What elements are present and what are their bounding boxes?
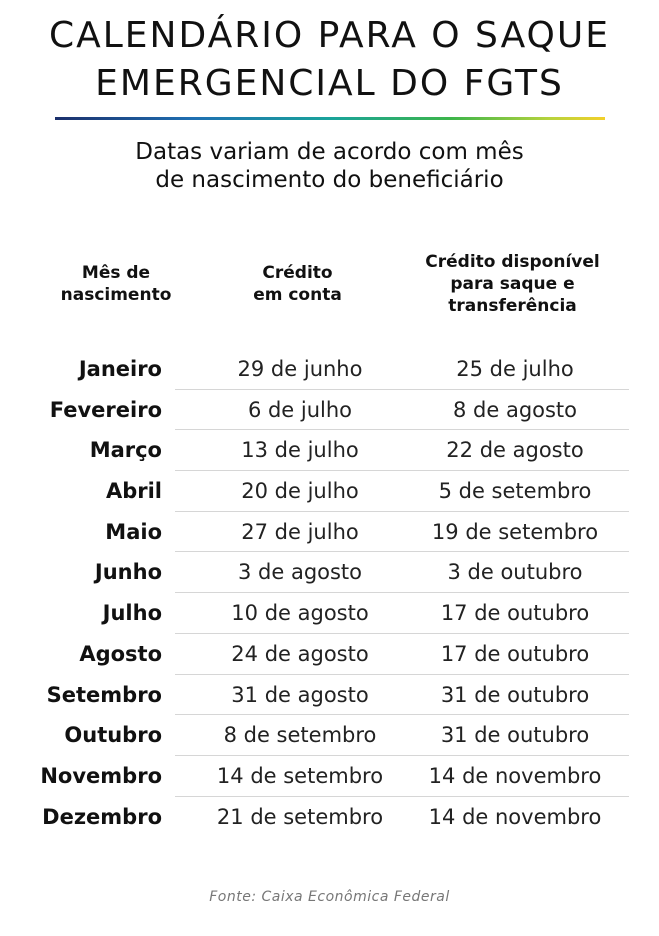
table-row: Fevereiro 6 de julho 8 de agosto [0,390,659,431]
available-date-cell: 25 de julho [456,357,574,381]
table-row: Abril 20 de julho 5 de setembro [0,471,659,512]
row-divider [175,592,629,594]
column-header-month: Mês de nascimento [30,262,202,306]
row-divider [175,551,629,553]
available-date-cell: 14 de novembro [428,804,602,829]
table-row: Outubro 8 de setembro 31 de outubro [0,715,659,756]
available-date-cell: 8 de agosto [452,397,578,422]
month-cell: Janeiro [78,357,162,381]
credit-date-cell: 31 de agosto [231,682,369,707]
month-cell: Setembro [46,682,162,707]
available-date-cell: 31 de outubro [440,723,590,748]
column-header-available: Crédito disponível para saque e transfer… [400,251,625,317]
credit-date-cell: 13 de julho [241,438,359,463]
row-divider [175,510,629,512]
table-row: Julho 10 de agosto 17 de outubro [0,593,659,634]
credit-date-cell: 14 de setembro [216,763,384,788]
month-cell: Abril [105,479,162,504]
table-row: Dezembro 21 de setembro 14 de novembro [0,797,659,838]
source-credit: Fonte: Caixa Econômica Federal [209,889,450,905]
row-divider [175,388,629,390]
column-header-available-line: para saque e [450,274,575,294]
available-date-cell: 5 de setembro [438,479,592,504]
table-row: Março 13 de julho 22 de agosto [0,430,659,472]
credit-date-cell: 3 de agosto [237,560,363,585]
available-date-cell: 17 de outubro [440,641,590,666]
month-cell: Maio [105,519,162,544]
subtitle-line-2: de nascimento do beneficiário [155,167,504,193]
credit-date-cell: 29 de junho [237,357,363,381]
credit-date-cell: 20 de julho [241,479,359,504]
month-cell: Dezembro [42,804,162,829]
row-divider [175,795,629,797]
row-divider [175,429,629,431]
row-divider [175,754,629,756]
page-title-line-1: CALENDÁRIO PARA O SAQUE [48,15,610,56]
table-row: Novembro 14 de setembro 14 de novembro [0,756,659,797]
month-cell: Março [89,438,162,463]
available-date-cell: 3 de outubro [447,560,583,585]
month-cell: Novembro [40,763,162,788]
credit-date-cell: 24 de agosto [231,641,369,666]
table-row: Agosto 24 de agosto 17 de outubro [0,634,659,675]
credit-date-cell: 21 de setembro [216,804,384,829]
row-divider [175,714,629,716]
calendar-table: Janeiro 29 de junho 25 de julho Fevereir… [0,349,659,837]
month-cell: Fevereiro [49,397,162,422]
month-cell: Julho [102,601,162,626]
row-divider [175,470,629,472]
credit-date-cell: 27 de julho [241,519,359,544]
table-row: Janeiro 29 de junho 25 de julho [0,349,659,390]
month-cell: Agosto [79,641,162,666]
gradient-divider [55,117,605,120]
column-header-month-line: nascimento [60,285,172,305]
column-header-credit: Crédito em conta [215,262,380,306]
credit-date-cell: 8 de setembro [223,723,377,748]
subtitle-line-1: Datas variam de acordo com mês [135,139,524,165]
column-header-available-line: transferência [448,296,577,316]
available-date-cell: 31 de outubro [440,682,590,707]
column-header-credit-line: em conta [253,285,342,305]
available-date-cell: 19 de setembro [431,519,599,544]
page-title-line-2: EMERGENCIAL DO FGTS [95,63,564,104]
credit-date-cell: 6 de julho [247,397,353,422]
table-row: Setembro 31 de agosto 31 de outubro [0,675,659,716]
column-header-available-line: Crédito disponível [425,252,600,272]
available-date-cell: 22 de agosto [446,438,584,463]
row-divider [175,632,629,634]
credit-date-cell: 10 de agosto [231,601,369,626]
month-cell: Outubro [64,723,162,748]
month-cell: Junho [94,560,162,585]
column-header-credit-line: Crédito [262,263,333,283]
table-row: Junho 3 de agosto 3 de outubro [0,552,659,594]
available-date-cell: 14 de novembro [428,763,602,788]
table-row: Maio 27 de julho 19 de setembro [0,512,659,553]
row-divider [175,673,629,675]
available-date-cell: 17 de outubro [440,601,590,626]
column-header-month-line: Mês de [81,263,151,283]
